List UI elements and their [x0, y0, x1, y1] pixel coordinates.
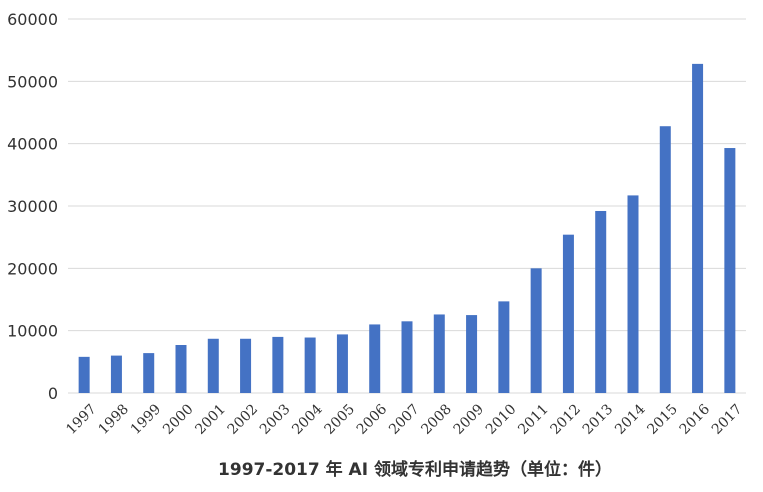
x-tick-label-2009: 2009: [451, 401, 488, 438]
bar-2000: [175, 345, 187, 393]
bar-2013: [595, 210, 607, 393]
x-tick-label-2001: 2001: [192, 401, 229, 438]
bar-2010: [498, 301, 510, 393]
y-tick-label: 20000: [7, 259, 58, 278]
x-tick-label-2010: 2010: [483, 401, 520, 438]
x-tick-label-2005: 2005: [322, 401, 359, 438]
x-tick-label-2008: 2008: [418, 401, 455, 438]
x-tick-label-2007: 2007: [386, 401, 423, 438]
bar-2014: [627, 195, 639, 393]
chart-title: 1997-2017 年 AI 领域专利申请趋势（单位：件）: [218, 459, 612, 480]
bar-2017: [724, 148, 736, 393]
y-tick-label: 30000: [7, 197, 58, 216]
x-tick-label-2017: 2017: [709, 401, 746, 438]
x-tick-label-2006: 2006: [354, 401, 391, 438]
x-tick-label-2004: 2004: [289, 401, 326, 438]
y-axis-ticks: 0 10000 20000 30000 40000 50000 60000: [7, 10, 58, 403]
x-tick-label-2016: 2016: [677, 401, 714, 438]
x-tick-label-2003: 2003: [257, 401, 294, 438]
x-tick-label-1998: 1998: [96, 401, 133, 438]
bar-2008: [433, 314, 445, 393]
y-tick-label: 60000: [7, 10, 58, 29]
bar-1997: [78, 356, 90, 393]
x-tick-label-2012: 2012: [548, 401, 585, 438]
x-tick-label-2013: 2013: [580, 401, 617, 438]
bar-2005: [336, 334, 348, 393]
x-tick-label-2015: 2015: [644, 401, 681, 438]
bar-1999: [143, 353, 155, 393]
bar-2002: [240, 338, 252, 393]
x-tick-label-2000: 2000: [160, 401, 197, 438]
x-tick-label-1997: 1997: [63, 401, 100, 438]
x-tick-label-2014: 2014: [612, 401, 649, 438]
bar-2001: [207, 338, 219, 393]
gridlines: [68, 18, 746, 394]
y-tick-label: 0: [48, 384, 58, 403]
y-tick-label: 50000: [7, 72, 58, 91]
bar-2007: [401, 321, 413, 393]
bar-2016: [692, 63, 704, 393]
x-tick-label-1999: 1999: [128, 401, 165, 438]
y-tick-label: 40000: [7, 135, 58, 154]
bar-2004: [304, 337, 316, 393]
x-axis-ticks: 1997199819992000200120022003200420052006…: [63, 401, 745, 438]
bar-2003: [272, 336, 284, 393]
bar-1998: [110, 355, 122, 393]
bar-2015: [659, 126, 671, 394]
bar-2009: [466, 315, 478, 393]
bar-2006: [369, 324, 381, 393]
x-tick-label-2011: 2011: [515, 401, 552, 438]
bar-2012: [562, 234, 574, 393]
x-tick-label-2002: 2002: [225, 401, 262, 438]
y-tick-label: 10000: [7, 322, 58, 341]
bar-2011: [530, 268, 542, 393]
bars: [78, 63, 736, 394]
